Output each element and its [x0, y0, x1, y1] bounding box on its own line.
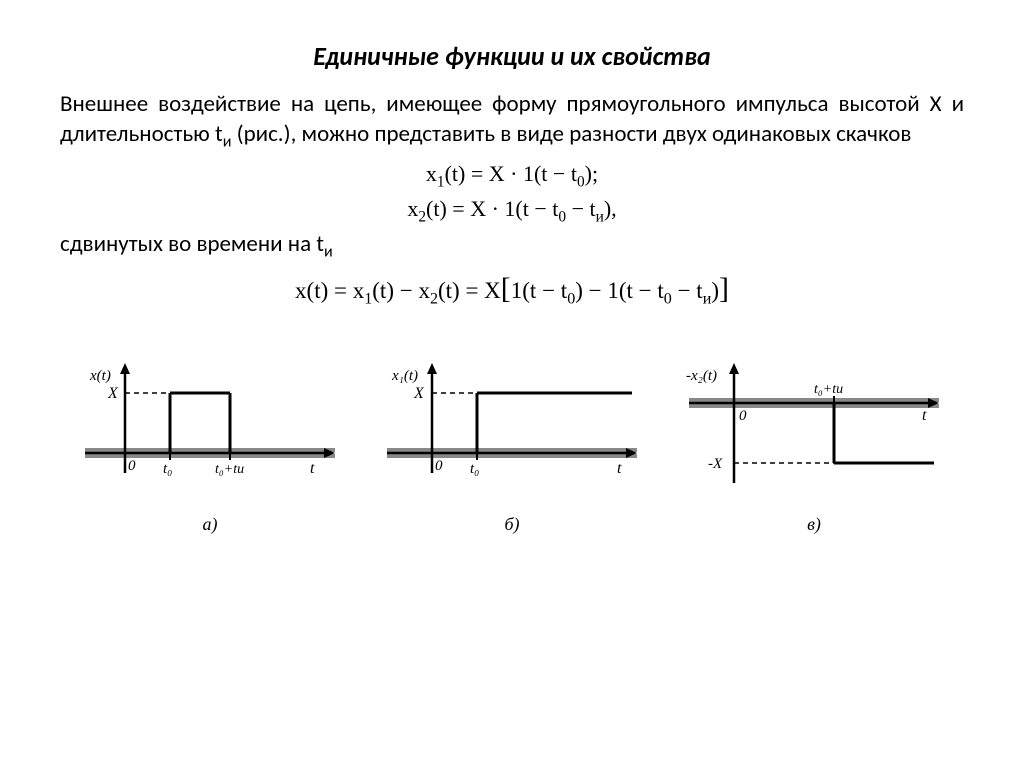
fig-c-ylevel: -X [708, 456, 723, 472]
fig-a-t1: t₀+tи [215, 462, 244, 477]
fig-b-ylabel: x₁(t) [391, 368, 418, 384]
fig-a-t0: t₀ [163, 461, 172, 477]
fig-b-ylevel: X [413, 385, 425, 402]
figure-c: -x₂(t) -X 0 t₀+tи t в) [674, 358, 954, 535]
page-title: Единичные функции и их свойства [60, 40, 964, 72]
fig-c-origin: 0 [739, 408, 747, 424]
fig-b-taxis: t [617, 460, 622, 477]
formula-x: x(t) = x1(t) − x2(t) = X[1(t − t0) − 1(t… [60, 272, 964, 309]
fig-a-ylabel: x(t) [89, 368, 111, 384]
fig-a-origin: 0 [128, 458, 136, 474]
fig-c-ylabel: -x₂(t) [686, 368, 717, 384]
figures-row: x(t) X 0 t₀ t₀+tи t а) x₁(t) [60, 358, 964, 535]
figure-b: x₁(t) X 0 t₀ t б) [372, 358, 652, 535]
fig-a-taxis: t [310, 460, 315, 477]
figure-a-svg: x(t) X 0 t₀ t₀+tи t [80, 358, 340, 508]
figure-a: x(t) X 0 t₀ t₀+tи t а) [70, 358, 350, 535]
fig-b-t0: t₀ [470, 461, 479, 477]
fig-a-ylevel: X [107, 385, 119, 402]
fig-c-t1: t₀+tи [814, 382, 843, 397]
formula-x1: x1(t) = X · 1(t − t0); [60, 161, 964, 191]
fig-b-caption: б) [504, 514, 519, 535]
fig-c-taxis: t [922, 407, 927, 424]
fig-c-caption: в) [807, 514, 821, 535]
fig-a-caption: а) [203, 514, 218, 535]
paragraph-1: Внешнее воздействие на цепь, имеющее фор… [60, 90, 964, 153]
figure-b-svg: x₁(t) X 0 t₀ t [382, 358, 642, 508]
formula-x2: x2(t) = X · 1(t − t0 − tи), [60, 196, 964, 226]
paragraph-2: сдвинутых во времени на tи [60, 230, 964, 264]
fig-b-origin: 0 [435, 458, 443, 474]
figure-c-svg: -x₂(t) -X 0 t₀+tи t [684, 358, 944, 508]
